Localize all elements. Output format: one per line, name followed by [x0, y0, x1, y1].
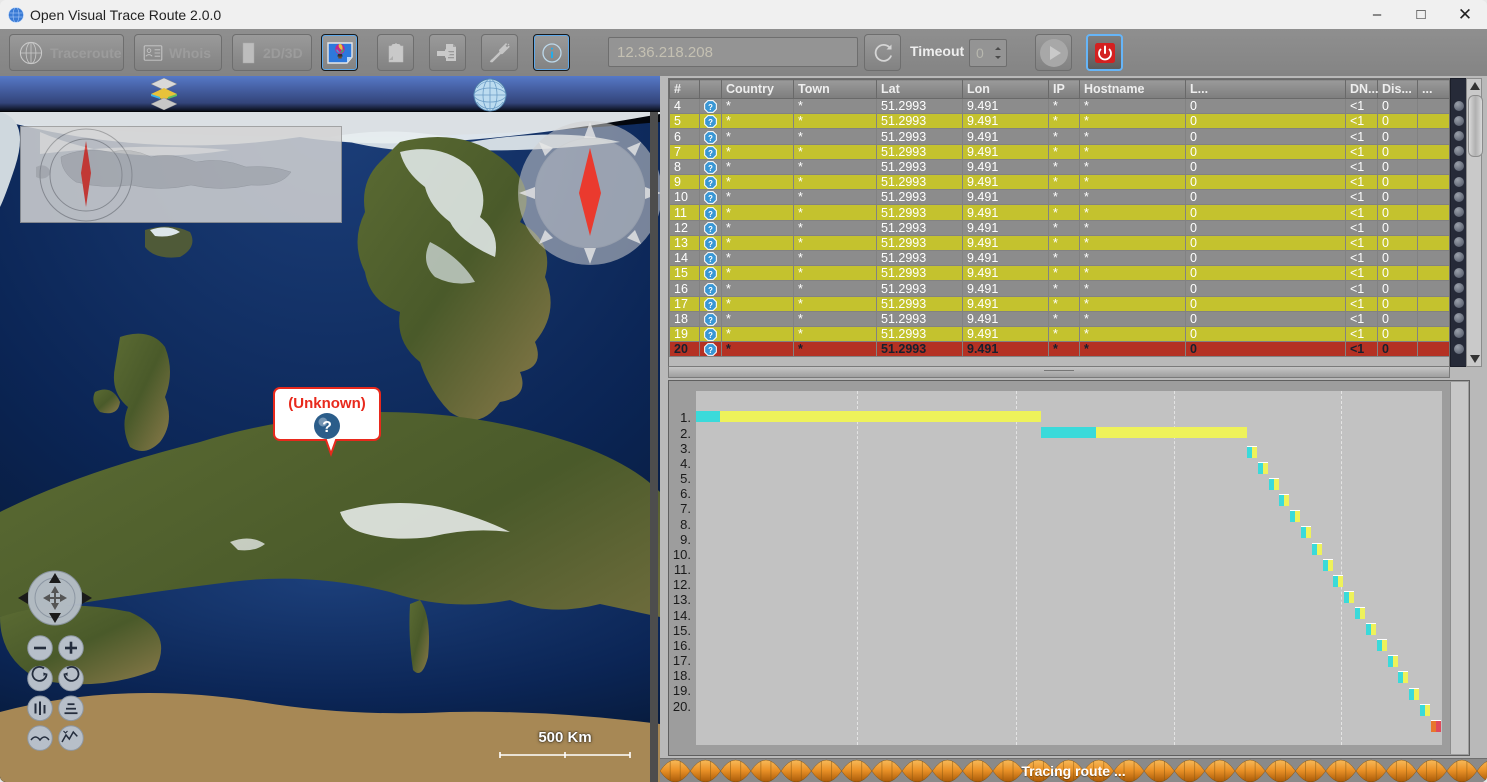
svg-text:?: ?: [708, 179, 713, 188]
svg-text:?: ?: [708, 149, 713, 158]
svg-text:?: ?: [708, 164, 713, 173]
svg-text:?: ?: [708, 316, 713, 325]
svg-text:?: ?: [322, 419, 332, 436]
svg-text:?: ?: [708, 209, 713, 218]
svg-text:?: ?: [708, 346, 713, 355]
svg-text:?: ?: [708, 118, 713, 127]
svg-text:?: ?: [708, 301, 713, 310]
svg-text:?: ?: [708, 103, 713, 112]
svg-text:(Unknown): (Unknown): [288, 395, 365, 412]
svg-text:?: ?: [708, 194, 713, 203]
svg-text:?: ?: [708, 285, 713, 294]
svg-text:?: ?: [708, 133, 713, 142]
svg-text:?: ?: [708, 270, 713, 279]
svg-text:?: ?: [708, 225, 713, 234]
svg-text:?: ?: [708, 331, 713, 340]
svg-text:?: ?: [708, 255, 713, 264]
svg-text:?: ?: [708, 240, 713, 249]
svg-text:500 Km: 500 Km: [538, 730, 591, 746]
